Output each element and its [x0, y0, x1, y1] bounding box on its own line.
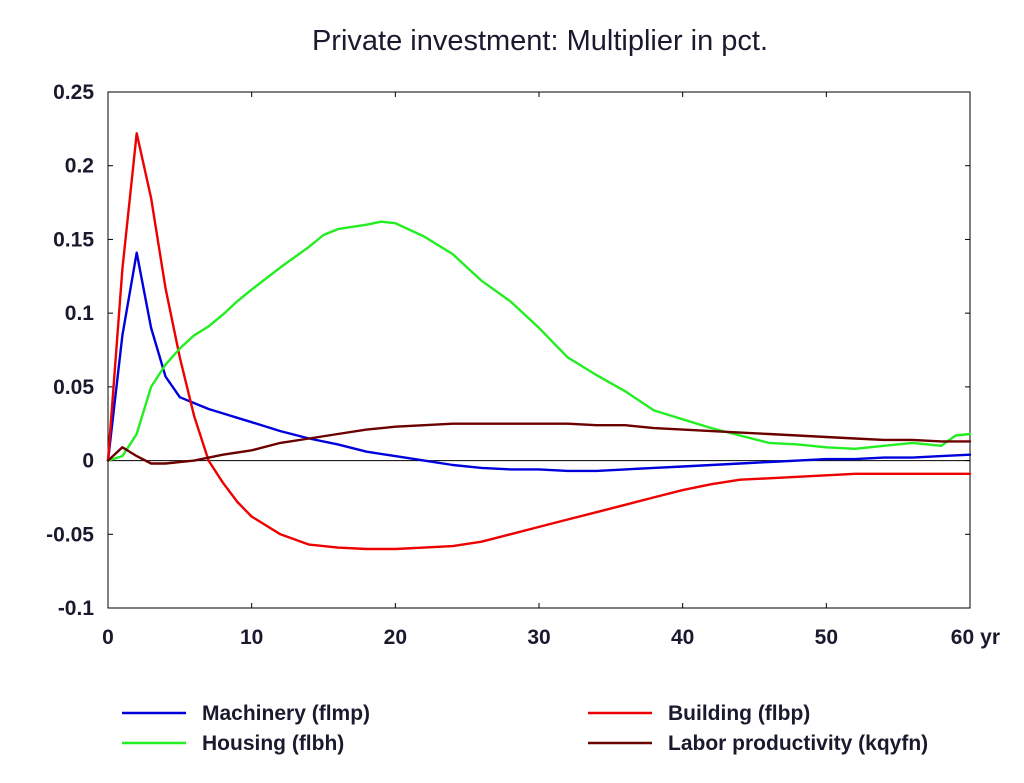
- y-tick-label: 0.15: [53, 228, 94, 251]
- legend: Machinery (flmp) Building (flbp) Housing (…: [122, 702, 928, 755]
- y-axis: 0.25 0.2 0.15 0.1 0.05 0 -0.05 -0.1: [46, 81, 970, 620]
- y-tick-label: 0.2: [65, 155, 94, 178]
- legend-label: Machinery (flmp): [202, 702, 370, 725]
- x-tick-label-value: 60: [951, 626, 974, 649]
- x-tick-label: 20: [384, 626, 407, 649]
- x-tick-label: 40: [671, 626, 694, 649]
- series-line-3: [106, 220, 972, 462]
- legend-label: Building (flbp): [668, 702, 810, 725]
- series-layer: [106, 132, 972, 551]
- x-tick-label: 30: [527, 626, 550, 649]
- plot-frame: [107, 91, 971, 609]
- y-tick-label: 0: [82, 450, 94, 473]
- legend-item-4: Labor productivity (kqyfn): [588, 732, 928, 755]
- y-tick-label: 0.05: [53, 376, 94, 399]
- y-tick-label: -0.05: [46, 523, 94, 546]
- x-tick-label: 50: [815, 626, 838, 649]
- y-tick-label: 0.1: [65, 302, 95, 325]
- legend-label: Housing (flbh): [202, 732, 344, 755]
- series-line-2: [106, 132, 972, 551]
- chart-title: Private investment: Multiplier in pct.: [312, 25, 768, 57]
- x-tick-label: 60 yr: [951, 626, 1000, 649]
- legend-item-3: Housing (flbh): [122, 732, 344, 755]
- x-axis-unit-label: yr: [980, 626, 1000, 649]
- x-tick-label: 0: [102, 626, 114, 649]
- legend-item-1: Machinery (flmp): [122, 702, 370, 725]
- x-axis: 0 10 20 30 40 50 60 yr: [102, 92, 1000, 649]
- y-tick-label: 0.25: [53, 81, 94, 104]
- series-line-4: [106, 422, 972, 465]
- legend-item-2: Building (flbp): [588, 702, 810, 725]
- x-tick-label: 10: [240, 626, 263, 649]
- y-tick-label: -0.1: [58, 597, 95, 620]
- plot-area: [107, 91, 971, 609]
- legend-label: Labor productivity (kqyfn): [668, 732, 928, 755]
